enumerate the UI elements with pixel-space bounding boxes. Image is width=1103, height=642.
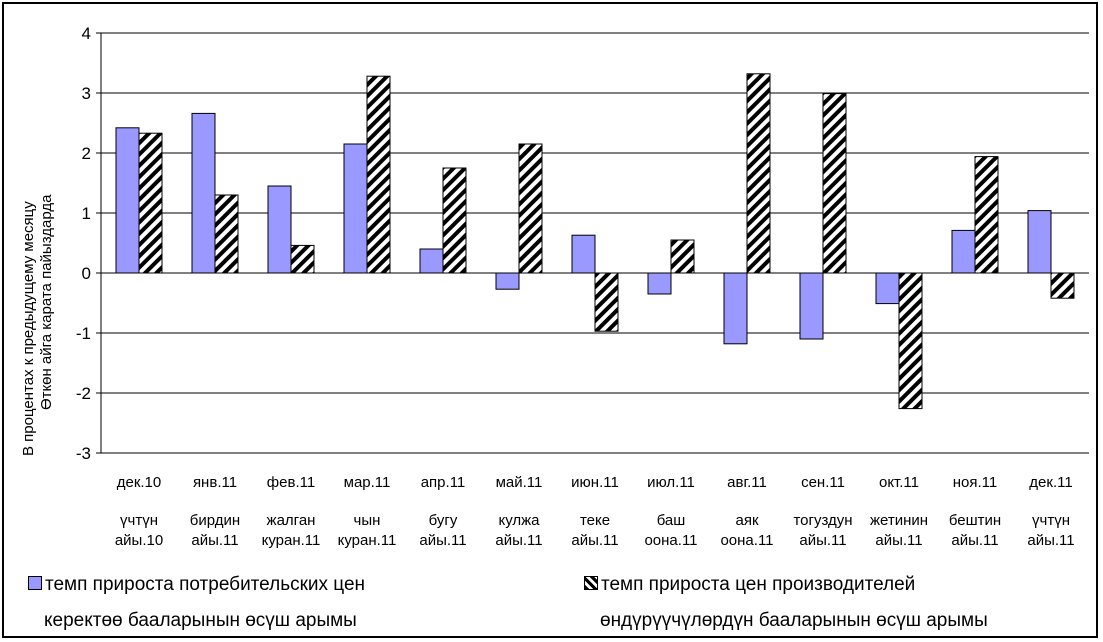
x-tick-label-ky-line2: оона.11 [644, 532, 697, 549]
y-axis-label-ky: Өткөн айга карата пайыздарда [38, 194, 55, 410]
x-tick-label-ky-line1: чын [354, 512, 381, 529]
bar-cpi [495, 272, 520, 290]
legend-label-cpi: темп прироста потребительских цен [45, 574, 366, 595]
legend-label-ppi-ky: өндүрүүчүлөрдүн бааларынын өсүш арымы [600, 610, 988, 631]
x-tick-label-ky-line1: тогуздун [793, 512, 852, 529]
y-tick-label: 0 [82, 264, 91, 283]
legend-series-1-ky: керектөө бааларынын өсүш арымы [44, 610, 357, 632]
x-tick-label: дек.11 [1029, 474, 1072, 491]
bar-ppi [366, 75, 391, 274]
x-tick-label-ky-line1: бирдин [190, 512, 240, 529]
x-tick-label-ky-line2: айы.11 [799, 532, 846, 549]
y-axis-label: В процентах к предыдущему месяцу [20, 201, 37, 456]
bar-cpi [875, 272, 900, 305]
x-tick-label-ky-line2: оона.11 [720, 532, 773, 549]
bar-ppi [746, 73, 771, 274]
x-tick-label-ky-line1: үчтүн [120, 512, 158, 529]
bar-cpi [571, 234, 596, 274]
x-tick-label-ky-line2: айы.11 [419, 532, 466, 549]
legend-swatch-cpi [28, 575, 42, 590]
bar-ppi [1050, 272, 1075, 299]
x-tick-label: ноя.11 [953, 474, 998, 491]
bar-ppi [594, 272, 619, 332]
legend-series-2: темп прироста цен производителей [584, 574, 915, 596]
bar-cpi [343, 143, 368, 274]
bar-cpi [723, 272, 748, 345]
y-tick-label: 3 [82, 84, 91, 103]
legend-label-cpi-ky: керектөө бааларынын өсүш арымы [44, 610, 357, 631]
x-tick-label-ky-line2: айы.11 [951, 532, 998, 549]
bar-ppi [214, 194, 239, 274]
bar-ppi [290, 244, 315, 274]
bar-cpi [267, 185, 292, 274]
x-tick-label: июл.11 [647, 474, 695, 491]
x-tick-label-ky-line1: кулжа [498, 512, 540, 529]
bar-cpi [419, 248, 444, 274]
bar-chart: 4 3 2 1 0 -1 -2 -3 дек.10 үчтүн айы.10 янв.11 бирдин… [76, 24, 1089, 549]
bar-cpi [951, 229, 976, 274]
x-tick-label-ky-line1: жалган [267, 512, 316, 529]
y-tick-label: 1 [82, 204, 91, 223]
y-tick-label: -2 [76, 384, 91, 403]
legend-label-ppi: темп прироста цен производителей [601, 574, 916, 595]
legend-series-2-ky: өндүрүүчүлөрдүн бааларынын өсүш арымы [600, 610, 988, 632]
y-tick-label: -1 [76, 324, 91, 343]
x-tick-label: май.11 [496, 474, 543, 491]
x-tick-label-ky-line2: айы.11 [875, 532, 922, 549]
x-tick-label-ky-line1: бугу [429, 512, 458, 529]
x-tick-label-ky-line2: айы.11 [495, 532, 542, 549]
y-tick-label: 4 [82, 24, 91, 43]
bar-cpi [799, 272, 824, 340]
x-tick-label-ky-line2: айы.11 [1027, 532, 1074, 549]
x-tick-label-ky-line2: айы.10 [115, 532, 163, 549]
x-tick-label: фев.11 [267, 474, 315, 491]
x-tick-label: апр.11 [421, 474, 466, 491]
x-tick-label-ky-line2: айы.11 [571, 532, 618, 549]
bar-cpi [647, 272, 672, 295]
bar-ppi [898, 272, 923, 410]
bar-ppi [442, 167, 467, 274]
x-tick-label-ky-line1: жетинин [870, 512, 928, 529]
bar-cpi [1027, 210, 1052, 274]
bar-ppi [670, 239, 695, 274]
bar-ppi [974, 156, 999, 274]
x-tick-label-ky-line2: куран.11 [338, 532, 397, 549]
bar-cpi [115, 127, 140, 274]
y-tick-label: 2 [82, 144, 91, 163]
x-tick-label-ky-line1: аяк [735, 512, 758, 529]
bar-ppi [138, 132, 163, 274]
x-tick-label-ky-line1: баш [657, 512, 686, 529]
x-tick-label: сен.11 [801, 474, 845, 491]
x-tick-label: авг.11 [727, 474, 767, 491]
x-tick-label-ky-line1: теке [580, 512, 610, 529]
bar-cpi [191, 112, 216, 274]
x-tick-label: окт.11 [879, 474, 919, 491]
y-tick-label: -3 [76, 444, 91, 463]
x-tick-label-ky-line2: куран.11 [262, 532, 321, 549]
x-tick-label-ky-line2: айы.11 [191, 532, 238, 549]
legend-swatch-ppi [584, 575, 598, 590]
x-tick-label: июн.11 [571, 474, 619, 491]
x-tick-label-ky-line1: бештин [949, 512, 1001, 529]
bar-ppi [518, 143, 543, 274]
x-tick-label: янв.11 [193, 474, 237, 491]
x-tick-label-ky-line1: үчтүн [1032, 512, 1070, 529]
x-tick-label: дек.10 [117, 474, 162, 491]
x-tick-label: мар.11 [344, 474, 391, 491]
bar-ppi [822, 93, 847, 274]
legend-series-1: темп прироста потребительских цен [28, 574, 365, 596]
